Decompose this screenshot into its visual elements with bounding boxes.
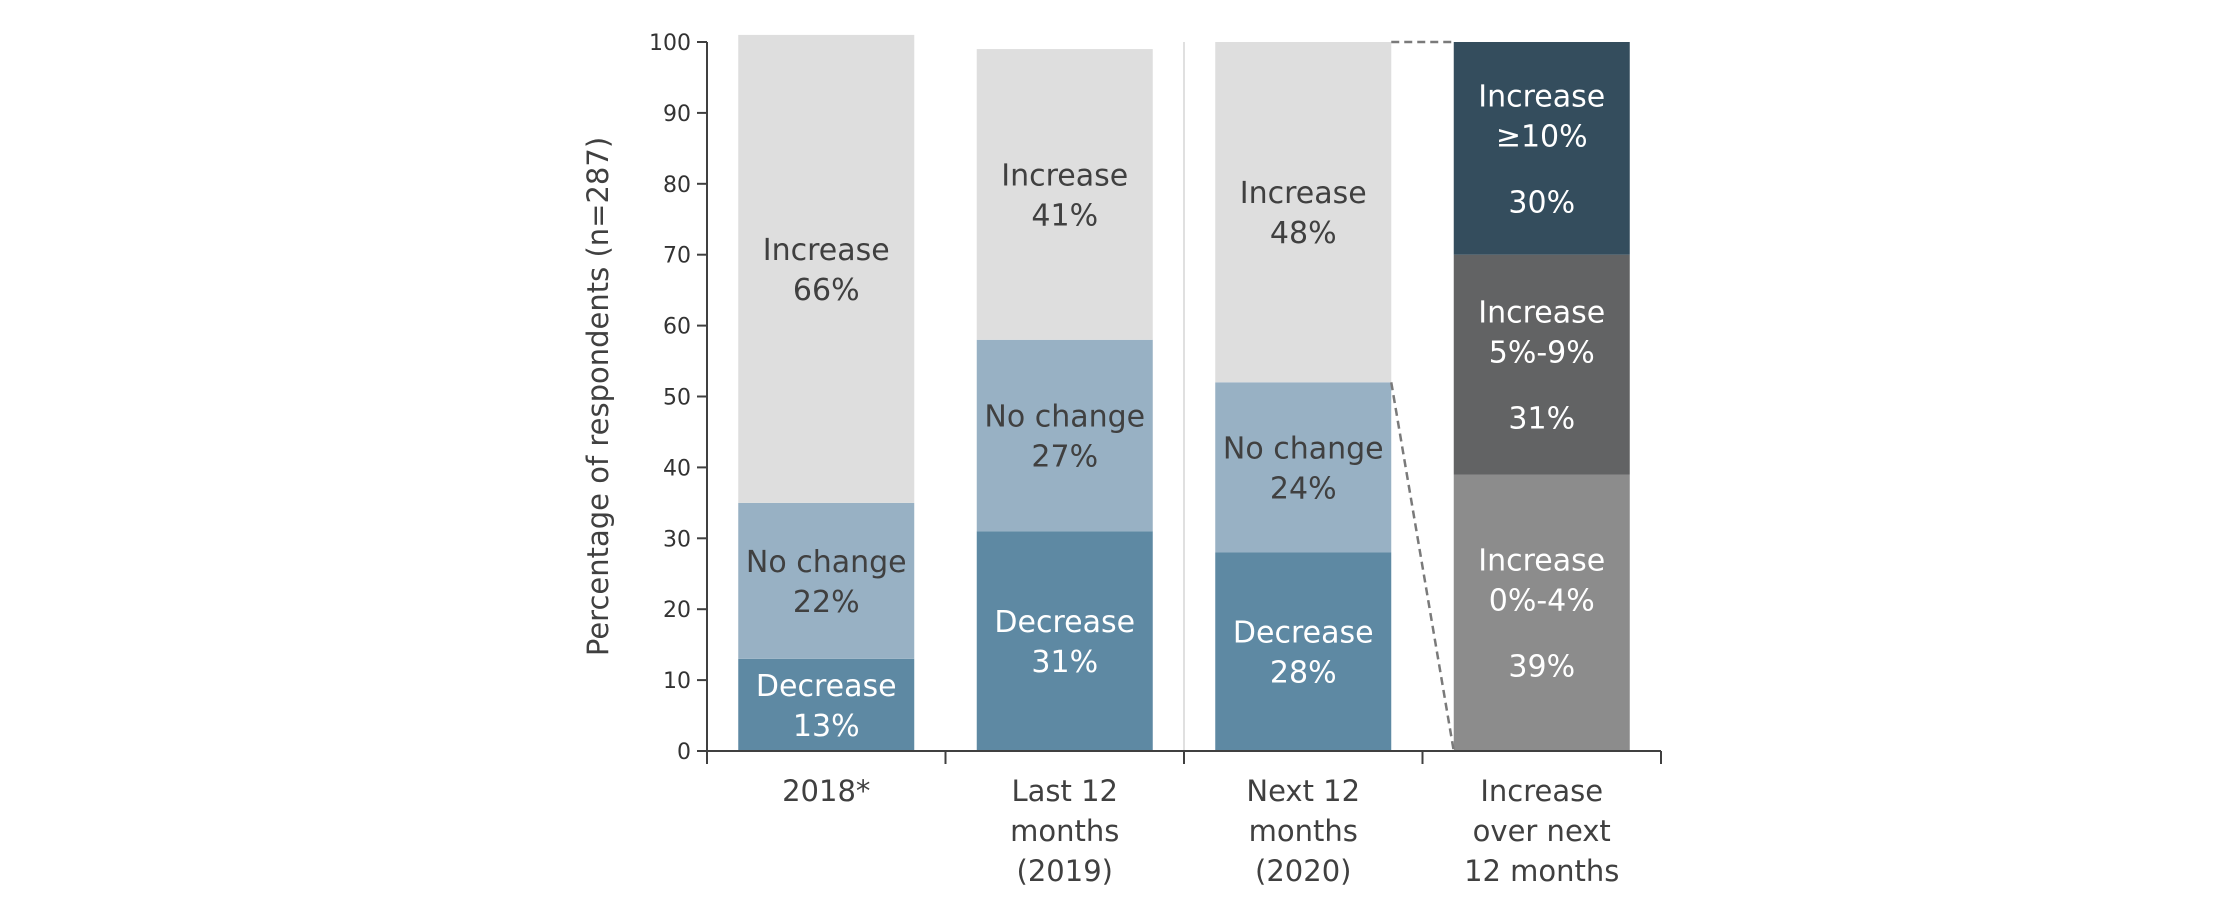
bar-segment-4-3 [1453,42,1630,255]
bar-label-2-3-2: 41% [1031,198,1098,233]
bar-label-2-2-1: No change [984,399,1145,434]
bar-label-2-2-2: 27% [1031,439,1098,474]
bar-label-4-3-1: Increase [1478,79,1605,114]
y-tick-label-70: 70 [663,244,691,269]
bar-segment-4-2 [1453,254,1630,475]
x-category-label-4-2: over next [1473,814,1611,848]
bar-segment-4-1 [1453,474,1630,751]
bar-label-3-2-2: 24% [1270,471,1337,506]
bar-label-4-2-1: Increase [1478,296,1605,331]
bar-segment-3-1 [1215,552,1392,751]
bar-segment-1-3 [738,34,915,503]
bar-label-3-3-2: 48% [1270,216,1337,251]
y-tick-label-0: 0 [677,740,691,765]
connector-line-bottom [1390,382,1455,752]
bar-label-2-3-1: Increase [1001,158,1128,193]
bar-label-4-3-3: 30% [1508,185,1575,220]
bar-segment-3-2 [1215,382,1392,553]
bar-label-2-1-2: 31% [1031,645,1098,680]
y-tick-label-40: 40 [663,456,691,481]
bar-label-1-3-2: 66% [793,273,860,308]
bar-label-1-2-2: 22% [793,585,860,620]
bar-label-1-1-1: Decrease [756,669,897,704]
bar-label-4-3-2: ≥10% [1496,119,1588,154]
bar-label-1-3-1: Increase [763,233,890,268]
y-tick-label-10: 10 [663,669,691,694]
bar-label-3-3-1: Increase [1240,176,1367,211]
y-tick-label-30: 30 [663,527,691,552]
y-tick-label-50: 50 [663,386,691,411]
bar-segment-1-1 [738,658,915,751]
y-tick-label-20: 20 [663,598,691,623]
bar-label-4-2-3: 31% [1508,402,1575,437]
bar-label-3-1-2: 28% [1270,656,1337,691]
bar-label-1-1-2: 13% [793,709,860,744]
x-category-label-4-3: 12 months [1464,854,1619,888]
x-category-label-1-1: 2018* [782,774,870,808]
bar-segment-2-3 [976,49,1153,340]
bar-label-3-1-1: Decrease [1233,616,1374,651]
y-tick-label-90: 90 [663,102,691,127]
x-category-label-2-1: Last 12 [1011,774,1118,808]
bar-label-4-1-2: 0%-4% [1489,584,1595,619]
bar-segment-3-3 [1215,42,1392,383]
bar-label-1-2-1: No change [746,545,907,580]
bar-label-4-1-1: Increase [1478,544,1605,579]
bar-label-2-1-1: Decrease [994,605,1135,640]
bar-segment-2-1 [976,531,1153,751]
y-tick-label-100: 100 [649,31,691,56]
x-category-label-4-1: Increase [1480,774,1603,808]
bar-segment-2-2 [976,339,1153,532]
y-tick-label-80: 80 [663,173,691,198]
y-axis-title: Percentage of respondents (n=287) [581,137,615,656]
y-tick-label-60: 60 [663,315,691,340]
x-category-label-2-2: months [1010,814,1119,848]
bar-segment-1-2 [738,502,915,659]
bar-label-4-2-2: 5%-9% [1489,336,1595,371]
x-category-label-3-3: (2020) [1255,854,1351,888]
bar-label-4-1-3: 39% [1508,650,1575,685]
x-category-label-3-1: Next 12 [1246,774,1360,808]
x-category-label-2-3: (2019) [1017,854,1113,888]
plot-area: Percentage of respondents (n=287) Decreas… [581,31,1662,888]
bar-label-3-2-1: No change [1223,431,1384,466]
x-category-label-3-2: months [1249,814,1358,848]
